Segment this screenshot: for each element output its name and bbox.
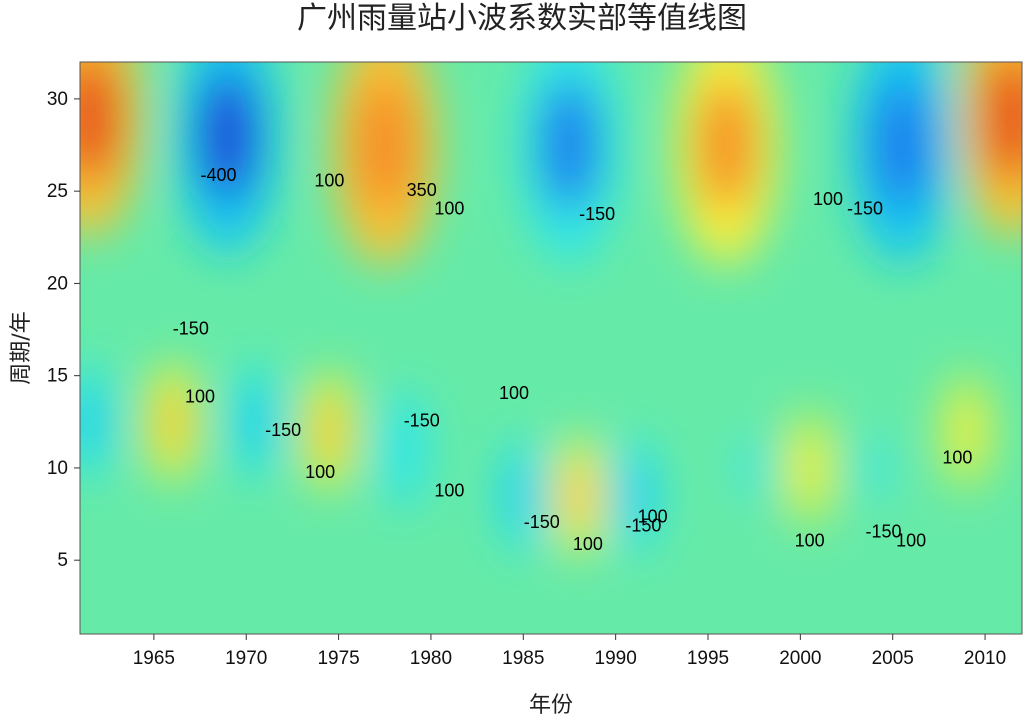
heat-cell-core bbox=[697, 79, 756, 212]
heat-cell-core bbox=[952, 398, 981, 465]
heat-cell-core bbox=[388, 416, 418, 483]
contour-label: -150 bbox=[625, 516, 661, 536]
heat-field bbox=[80, 62, 1022, 556]
contour-label: 100 bbox=[185, 387, 215, 407]
heat-cell-core bbox=[619, 462, 649, 529]
contour-label: -150 bbox=[847, 198, 883, 218]
heat-cell-core bbox=[859, 434, 889, 501]
heat-cell-core bbox=[199, 69, 257, 202]
heat-cell-core bbox=[564, 462, 594, 529]
contour-label: 100 bbox=[305, 462, 335, 482]
contour-label: 100 bbox=[434, 198, 464, 218]
x-tick-label: 1980 bbox=[410, 648, 452, 669]
heat-cell-core bbox=[540, 79, 599, 212]
contour-label: 100 bbox=[942, 447, 972, 467]
y-tick-label: 5 bbox=[57, 550, 68, 571]
heat-cell-core bbox=[80, 388, 104, 455]
contour-label: 100 bbox=[573, 534, 603, 554]
contour-label: 100 bbox=[314, 171, 344, 191]
heat-cell-core bbox=[241, 388, 270, 455]
contour-label: -400 bbox=[201, 165, 237, 185]
heat-cell-core bbox=[508, 462, 538, 529]
contour-label: 100 bbox=[434, 481, 464, 501]
heat-cell-core bbox=[739, 434, 769, 501]
x-tick-label: 1990 bbox=[595, 648, 637, 669]
contour-label: 100 bbox=[638, 507, 668, 527]
contour-label: 100 bbox=[795, 530, 825, 550]
y-axis-label: 周期/年 bbox=[9, 311, 34, 384]
x-tick-label: 2000 bbox=[779, 648, 821, 669]
heat-cell-core bbox=[80, 62, 118, 184]
x-tick-label: 1975 bbox=[317, 648, 359, 669]
y-tick-label: 25 bbox=[47, 181, 68, 202]
chart-title: 广州雨量站小波系数实部等值线图 bbox=[297, 1, 747, 36]
heat-cell-core bbox=[158, 388, 187, 455]
x-tick-label: 1985 bbox=[502, 648, 544, 669]
heat-cell-core bbox=[356, 79, 414, 212]
y-tick-label: 20 bbox=[47, 273, 68, 294]
y-tick-label: 10 bbox=[47, 458, 68, 479]
x-tick-label: 1970 bbox=[225, 648, 267, 669]
x-tick-label: 1995 bbox=[687, 648, 729, 669]
x-axis-label: 年份 bbox=[529, 693, 573, 718]
y-tick-label: 30 bbox=[47, 89, 68, 110]
heat-cell-core bbox=[315, 398, 344, 465]
y-tick-label: 15 bbox=[47, 366, 68, 387]
contour-label: -150 bbox=[865, 521, 901, 541]
x-tick-label: 2010 bbox=[964, 648, 1006, 669]
contour-label: 350 bbox=[407, 180, 437, 200]
contour-label: 100 bbox=[896, 530, 926, 550]
contour-label: 100 bbox=[499, 383, 529, 403]
y-axis: 5 10 15 20 25 30 bbox=[47, 89, 80, 571]
plot-frame bbox=[79, 61, 1023, 635]
contour-label: -150 bbox=[265, 420, 301, 440]
contour-label: 100 bbox=[813, 189, 843, 209]
x-tick-label: 2005 bbox=[872, 648, 914, 669]
contour-label: -150 bbox=[579, 204, 615, 224]
contour-label: -150 bbox=[173, 318, 209, 338]
heat-cell-core bbox=[984, 62, 1022, 184]
x-axis: 1965 1970 1975 1980 1985 1990 1995 2000 2005 2010 bbox=[133, 634, 1006, 669]
x-tick-label: 1965 bbox=[133, 648, 175, 669]
heat-cell-core bbox=[873, 79, 931, 212]
heat-cell-core bbox=[795, 434, 824, 501]
contour-label: -150 bbox=[524, 512, 560, 532]
contour-label: -150 bbox=[404, 411, 440, 431]
